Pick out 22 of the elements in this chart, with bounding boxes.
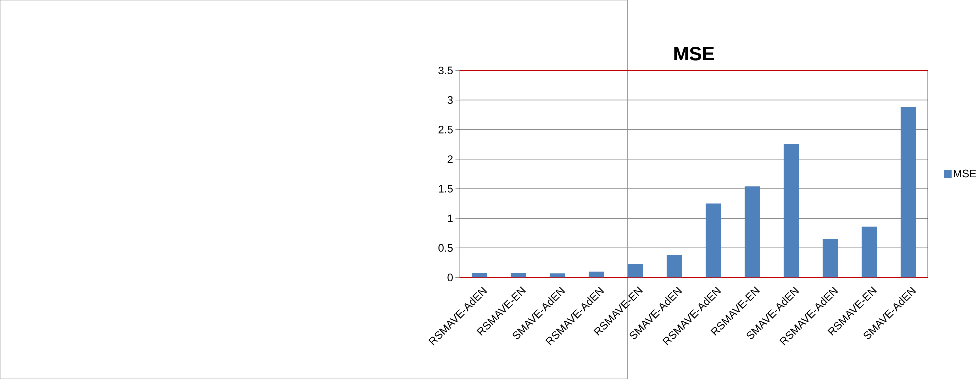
- bar: [550, 273, 566, 278]
- y-tick-label: 1: [448, 214, 453, 222]
- bar: [472, 272, 488, 278]
- y-tick-label: 2: [448, 155, 453, 163]
- bar: [862, 226, 878, 278]
- bar: [510, 272, 526, 278]
- y-tick-label: 0.5: [438, 244, 453, 252]
- y-tick-label: 2.5: [438, 126, 453, 134]
- y-tick-label: 3: [448, 96, 453, 104]
- bar: [666, 255, 682, 278]
- bar: [822, 239, 838, 278]
- y-tick-label: 0: [448, 274, 453, 282]
- y-tick-label: 1.5: [439, 184, 453, 193]
- bar: [900, 107, 916, 278]
- bar: [744, 186, 760, 278]
- bar: [628, 264, 644, 278]
- legend-label: MSE: [954, 170, 976, 178]
- y-tick-label: 3.5: [438, 66, 453, 74]
- bar: [588, 272, 604, 278]
- bar: [784, 144, 800, 278]
- chart-title: MSE: [674, 46, 714, 60]
- bar: [706, 204, 722, 278]
